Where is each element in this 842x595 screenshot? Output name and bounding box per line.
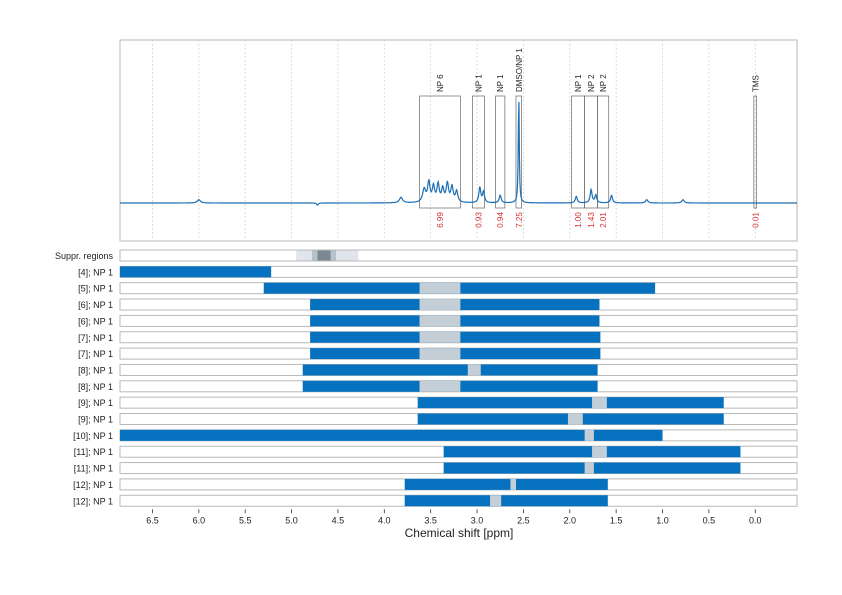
spectrum-panel: NP 6 6.99 NP 1 0.93 NP 1 0.94 DMSO/NP 1 7.25 NP … bbox=[119, 39, 798, 242]
integration-region-box bbox=[515, 95, 522, 209]
row-gap bbox=[419, 282, 461, 294]
region-label: DMSO/NP 1 bbox=[515, 48, 524, 92]
integral-value: 6.99 bbox=[436, 212, 445, 228]
row-label: [10]; NP 1 bbox=[73, 431, 113, 441]
integration-region-box bbox=[753, 95, 758, 209]
row-label: [11]; NP 1 bbox=[74, 447, 113, 457]
row-label: [7]; NP 1 bbox=[78, 349, 113, 359]
suppressed-regions-track bbox=[119, 249, 798, 262]
x-tick-label: 4.0 bbox=[378, 515, 391, 525]
row-bar bbox=[302, 364, 598, 376]
row-label: [6]; NP 1 bbox=[78, 316, 113, 326]
row-gap bbox=[592, 397, 607, 409]
row-bar bbox=[120, 429, 663, 441]
region-label: NP 2 bbox=[587, 74, 596, 92]
region-label: NP 6 bbox=[436, 74, 445, 92]
region-label: NP 1 bbox=[496, 74, 505, 92]
row-label: [7]; NP 1 bbox=[78, 333, 113, 343]
row-bar bbox=[120, 266, 272, 278]
x-tick-label: 4.5 bbox=[332, 515, 345, 525]
region-label: NP 2 bbox=[599, 74, 608, 92]
x-tick-label: 5.0 bbox=[285, 515, 298, 525]
x-tick-label: 3.0 bbox=[471, 515, 484, 525]
row-label: [8]; NP 1 bbox=[78, 382, 113, 392]
x-tick-label: 1.5 bbox=[610, 515, 623, 525]
row-bar bbox=[404, 495, 608, 507]
integration-region-box bbox=[419, 95, 461, 209]
integral-value: 2.01 bbox=[599, 212, 608, 228]
row-gap bbox=[567, 413, 583, 425]
row-bar bbox=[417, 397, 724, 409]
x-tick-label: 2.5 bbox=[517, 515, 530, 525]
row-gap bbox=[467, 364, 481, 376]
row-gap bbox=[419, 299, 461, 311]
x-tick-label: 1.0 bbox=[656, 515, 669, 525]
integral-value: 0.93 bbox=[474, 212, 483, 228]
row-label: [8]; NP 1 bbox=[78, 365, 113, 375]
spectrum-frame bbox=[119, 39, 798, 242]
row-gap bbox=[419, 331, 461, 343]
row-gap bbox=[419, 380, 461, 392]
row-label: [5]; NP 1 bbox=[78, 284, 113, 294]
integral-value: 1.43 bbox=[587, 212, 596, 228]
x-tick-label: 6.0 bbox=[193, 515, 206, 525]
x-tick-label: 3.5 bbox=[424, 515, 437, 525]
row-label: [11]; NP 1 bbox=[74, 464, 113, 474]
x-tick-label: 0.5 bbox=[703, 515, 716, 525]
region-label: NP 1 bbox=[574, 74, 583, 92]
row-label: [6]; NP 1 bbox=[78, 300, 113, 310]
row-label: [12]; NP 1 bbox=[73, 496, 113, 506]
x-tick-label: 5.5 bbox=[239, 515, 252, 525]
integration-region-box bbox=[472, 95, 485, 209]
row-gap bbox=[584, 429, 594, 441]
row-gap bbox=[419, 315, 461, 327]
integral-value: 1.00 bbox=[574, 212, 583, 228]
suppressed-region-dark bbox=[317, 250, 331, 261]
suppressed-regions-label: Suppr. regions bbox=[55, 251, 114, 261]
row-label: [12]; NP 1 bbox=[73, 480, 113, 490]
x-axis-label: Chemical shift [ppm] bbox=[405, 526, 514, 540]
row-gap bbox=[584, 462, 594, 474]
spectrum-trace bbox=[120, 101, 797, 206]
x-tick-label: 0.0 bbox=[749, 515, 762, 525]
integration-region-box bbox=[597, 95, 610, 209]
x-axis: 6.5 6.0 5.5 5.0 4.5 4.0 3.5 3.0 2.5 2.0 1.5 1.0 0.5 0… bbox=[146, 509, 762, 525]
row-gap bbox=[419, 348, 461, 360]
region-label: TMS bbox=[751, 75, 760, 92]
integral-value: 0.01 bbox=[751, 212, 760, 228]
x-tick-label: 2.0 bbox=[564, 515, 577, 525]
integral-value: 0.94 bbox=[496, 212, 505, 228]
integration-region-box bbox=[495, 95, 506, 209]
region-label: NP 1 bbox=[474, 74, 483, 92]
row-label: [9]; NP 1 bbox=[78, 398, 113, 408]
integral-value: 7.25 bbox=[515, 212, 524, 228]
rows-panel: Suppr. regions [4]; NP 1 [5]; NP 1 [6]; NP … bbox=[55, 249, 798, 507]
row-label: [9]; NP 1 bbox=[78, 415, 113, 425]
row-gap bbox=[592, 446, 607, 458]
row-gap bbox=[510, 478, 516, 490]
row-label: [4]; NP 1 bbox=[78, 267, 113, 277]
x-tick-label: 6.5 bbox=[146, 515, 159, 525]
row-gap bbox=[490, 495, 502, 507]
row-bar bbox=[404, 478, 608, 490]
